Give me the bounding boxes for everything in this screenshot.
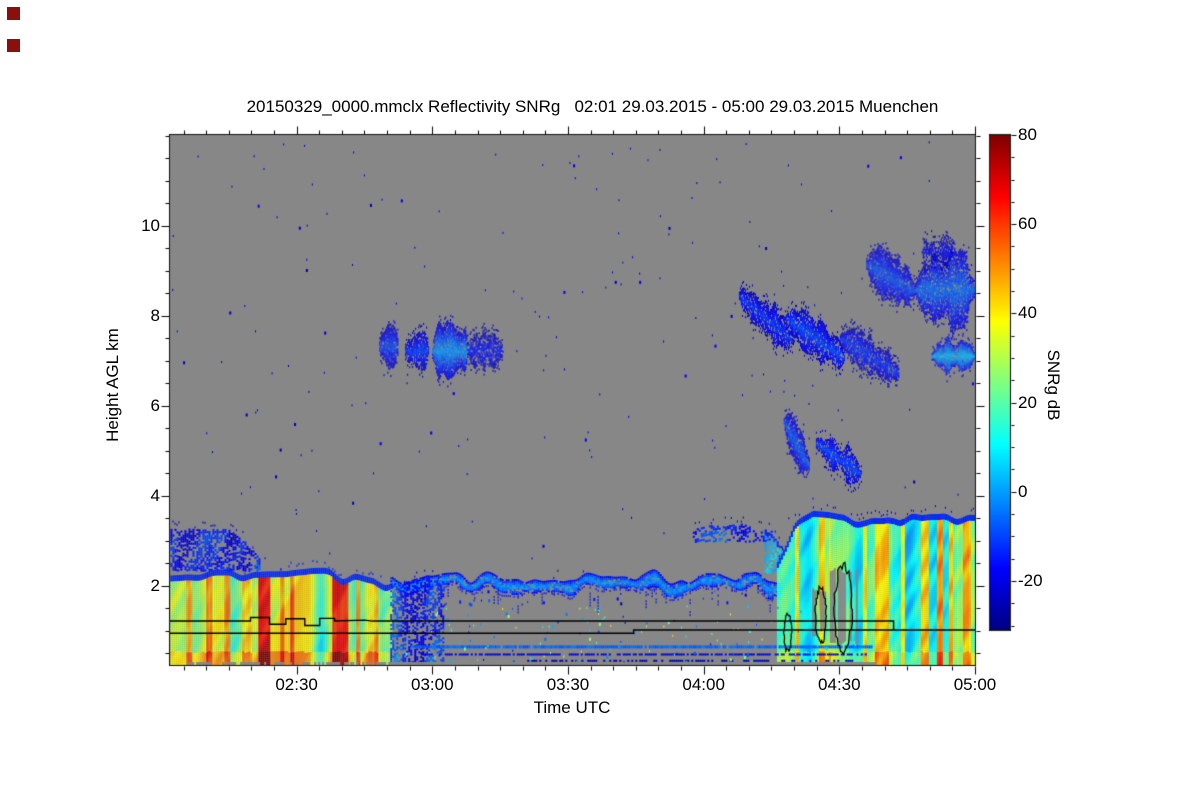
colorbar-tick-label: -20 xyxy=(1018,570,1043,590)
colorbar-gradient-canvas xyxy=(990,135,1010,630)
y-tick-label: 10 xyxy=(141,215,160,235)
y-axis-title: Height AGL km xyxy=(103,328,122,442)
colorbar-tick-label: 80 xyxy=(1018,125,1037,144)
reflectivity-heatmap-canvas xyxy=(170,135,975,665)
x-tick-label: 03:00 xyxy=(411,675,454,694)
colorbar-tick-label: 40 xyxy=(1018,303,1037,323)
x-axis-title: Time UTC xyxy=(533,698,611,717)
colorbar-tick-label: 20 xyxy=(1018,392,1037,412)
x-tick-label: 05:00 xyxy=(953,675,997,694)
stray-red-mark-1 xyxy=(7,7,20,20)
y-tick-label: 4 xyxy=(150,485,160,505)
stray-red-mark-2 xyxy=(7,39,20,52)
colorbar-tick-label: 60 xyxy=(1018,214,1037,234)
x-tick-label: 04:30 xyxy=(818,675,861,694)
x-tick-label: 04:00 xyxy=(682,675,725,694)
x-tick-label: 03:30 xyxy=(546,675,590,694)
chart-title: 20150329_0000.mmclx Reflectivity SNRg 02… xyxy=(246,97,939,116)
y-tick-label: 2 xyxy=(150,575,160,595)
colorbar-tick-label: 0 xyxy=(1018,481,1028,501)
y-tick-label: 8 xyxy=(150,305,160,325)
x-tick-label: 02:30 xyxy=(275,675,318,694)
y-tick-label: 6 xyxy=(150,395,160,415)
